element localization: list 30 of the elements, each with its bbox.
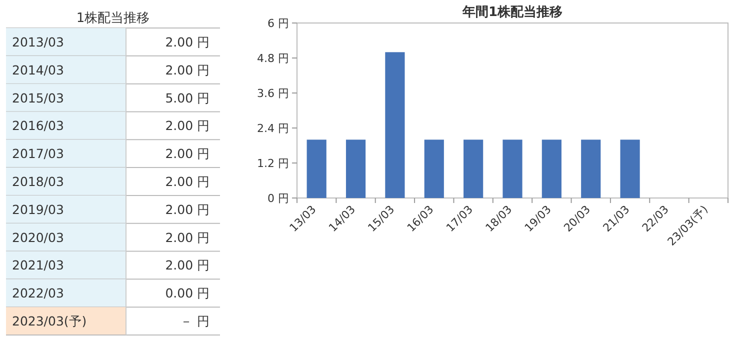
text: 2019/03 [12,202,64,217]
y-tick-label: 3.6 円 [257,87,289,100]
text: 1株配当推移 [76,11,150,26]
text: 0.00 円 [165,286,210,301]
text: 2018/03 [12,174,64,189]
y-tick-label: 2.4 円 [257,122,289,135]
text: 2013/03 [12,34,64,50]
text: 2023/03(予) [12,314,87,329]
text: 5.00 円 [165,90,210,106]
y-tick-label: 6 円 [268,17,289,30]
text: 2.00 円 [165,62,210,78]
text: 2.00 円 [165,174,210,189]
text: 2.00 円 [165,230,210,245]
text: 2020/03 [12,230,64,245]
chart-title: 年間1株配当推移 [461,5,563,20]
text: 2.00 円 [165,258,210,273]
text: 2017/03 [12,146,64,162]
text: 2014/03 [12,62,64,78]
text: 2.00 円 [165,118,210,134]
text: 2015/03 [12,90,64,106]
text: 2.00 円 [165,202,210,217]
text: 2.00 円 [165,34,210,50]
text: 2.00 円 [165,146,210,162]
text: 2016/03 [12,118,64,134]
text: 2022/03 [12,286,64,301]
text: 2021/03 [12,258,64,273]
y-tick-label: 1.2 円 [257,157,289,170]
y-tick-label: 0 円 [268,192,289,205]
text: － 円 [180,314,210,329]
y-tick-label: 4.8 円 [257,52,289,65]
